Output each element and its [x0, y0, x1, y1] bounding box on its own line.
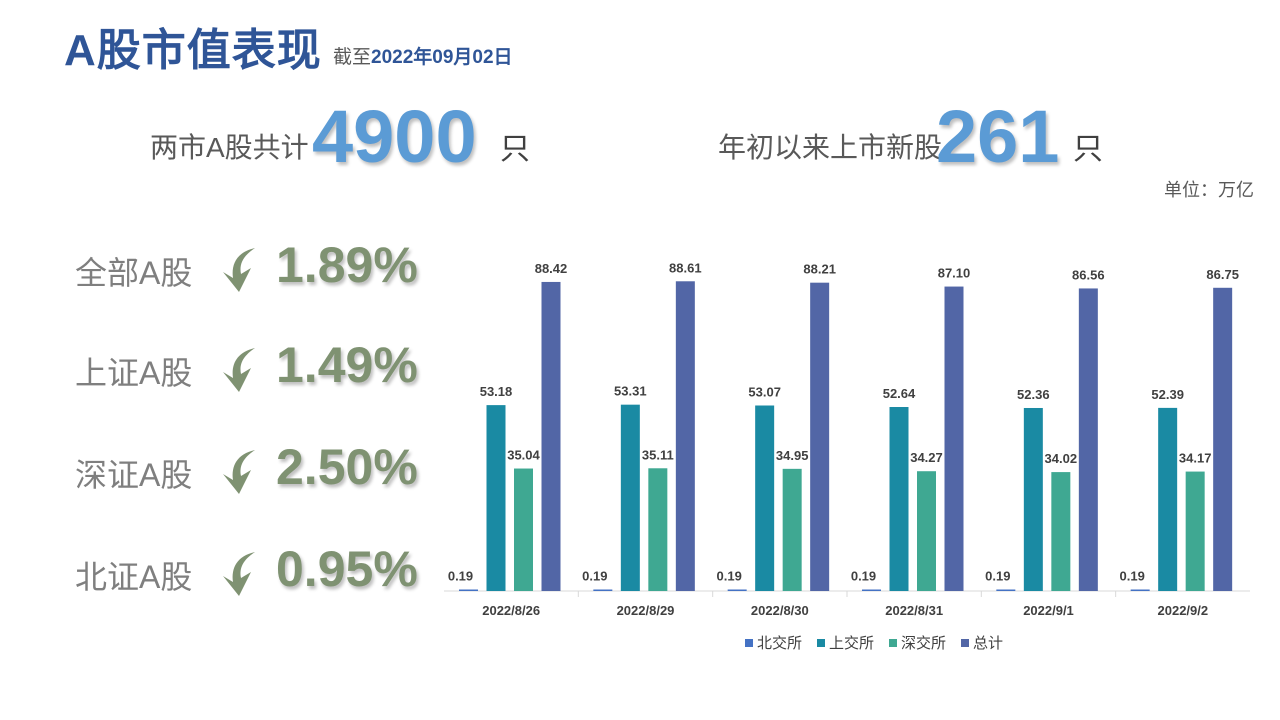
change-value-sh: 1.49% [276, 337, 418, 393]
data-label: 0.19 [985, 569, 1010, 584]
x-tick-label: 2022/8/31 [885, 603, 943, 618]
bar-北交所-2022/8/31 [862, 589, 881, 591]
data-label: 52.36 [1017, 387, 1050, 402]
total-stocks-value: 4900 [312, 95, 477, 178]
legend-label: 上交所 [829, 635, 875, 652]
bar-深交所-2022/9/2 [1185, 471, 1205, 591]
bar-总计-2022/8/26 [541, 281, 561, 591]
bar-北交所-2022/8/29 [593, 589, 613, 591]
bar-深交所-2022/8/30 [782, 468, 802, 591]
change-value-sz: 2.50% [276, 439, 418, 495]
bar-总计-2022/8/30 [810, 282, 830, 591]
change-label-all: 全部A股 [75, 255, 193, 291]
total-stocks-unit: 只 [500, 133, 530, 166]
bar-上交所-2022/8/31 [889, 407, 909, 591]
data-label: 35.04 [507, 448, 540, 463]
bar-北交所-2022/9/1 [996, 589, 1016, 591]
data-label: 53.18 [480, 384, 513, 399]
legend-item: 深交所 [889, 632, 946, 653]
new-stocks-unit: 只 [1073, 133, 1103, 166]
data-label: 86.75 [1206, 267, 1239, 282]
legend-swatch [745, 638, 753, 647]
data-label: 34.27 [910, 450, 943, 465]
data-label: 52.64 [883, 386, 916, 401]
bar-总计-2022/8/29 [675, 281, 695, 591]
new-stocks-value: 261 [936, 95, 1060, 178]
change-label-sh: 上证A股 [75, 355, 193, 391]
data-label: 34.95 [776, 448, 809, 463]
data-label: 35.11 [642, 447, 674, 462]
bar-深交所-2022/8/26 [514, 468, 533, 591]
data-label: 86.56 [1072, 267, 1105, 282]
x-tick-label: 2022/8/30 [751, 603, 809, 618]
date-value: 2022年09月02日 [371, 47, 513, 68]
legend-swatch [961, 638, 970, 647]
legend-swatch [817, 638, 826, 647]
legend-item: 总计 [961, 632, 1003, 653]
x-tick-label: 2022/9/1 [1023, 603, 1074, 618]
data-label: 34.17 [1179, 451, 1212, 466]
data-label: 34.02 [1045, 451, 1078, 466]
bar-北交所-2022/8/30 [727, 589, 747, 591]
data-label: 0.19 [1120, 569, 1145, 584]
data-label: 0.19 [717, 569, 742, 584]
x-tick-label: 2022/8/29 [617, 603, 675, 618]
bar-深交所-2022/8/29 [648, 468, 668, 591]
total-stocks-label: 两市A股共计 [150, 132, 309, 163]
bar-上交所-2022/9/1 [1023, 407, 1043, 591]
data-label: 53.07 [748, 385, 781, 400]
legend-label: 总计 [973, 635, 1004, 652]
legend-item: 北交所 [745, 632, 802, 653]
bar-深交所-2022/9/1 [1051, 472, 1071, 591]
unit-note: 单位：万亿 [1164, 180, 1254, 200]
down-arrow-icon [223, 552, 255, 596]
legend-label: 深交所 [901, 635, 947, 652]
data-label: 88.61 [669, 260, 702, 275]
down-arrow-icon [223, 450, 255, 494]
down-arrow-icon [223, 248, 255, 292]
data-label: 52.39 [1151, 387, 1184, 402]
date-prefix: 截至 [333, 47, 372, 68]
change-label-sz: 深证A股 [75, 457, 193, 493]
bar-总计-2022/9/1 [1078, 288, 1098, 591]
bar-北交所-2022/9/2 [1130, 589, 1150, 591]
date-note: 截至2022年09月02日 [333, 42, 513, 69]
data-label: 0.19 [582, 569, 607, 584]
data-label: 88.21 [803, 262, 836, 277]
legend-label: 北交所 [757, 635, 803, 652]
bar-上交所-2022/8/29 [620, 404, 640, 591]
data-label: 88.42 [535, 261, 568, 276]
x-tick-label: 2022/8/26 [482, 603, 540, 618]
bar-北交所-2022/8/26 [459, 589, 478, 591]
chart-legend: 北交所 上交所 深交所 总计 [745, 632, 1018, 653]
page-title: A股市值表现 [64, 26, 322, 75]
data-label: 87.10 [938, 266, 971, 281]
bar-上交所-2022/8/30 [755, 405, 775, 591]
bar-总计-2022/8/31 [944, 286, 964, 591]
down-arrow-icon [223, 348, 255, 392]
bar-上交所-2022/8/26 [486, 405, 506, 591]
bar-总计-2022/9/2 [1213, 287, 1233, 591]
change-value-bj: 0.95% [276, 541, 418, 597]
new-stocks-label: 年初以来上市新股 [718, 132, 943, 163]
data-label: 0.19 [851, 569, 876, 584]
bar-上交所-2022/9/2 [1158, 407, 1178, 591]
x-tick-label: 2022/9/2 [1158, 603, 1209, 618]
bar-深交所-2022/8/31 [917, 471, 936, 591]
change-value-all: 1.89% [276, 237, 418, 293]
data-label: 53.31 [614, 384, 647, 399]
legend-swatch [889, 638, 898, 647]
data-label: 0.19 [448, 569, 473, 584]
change-label-bj: 北证A股 [75, 559, 193, 595]
legend-item: 上交所 [817, 632, 874, 653]
